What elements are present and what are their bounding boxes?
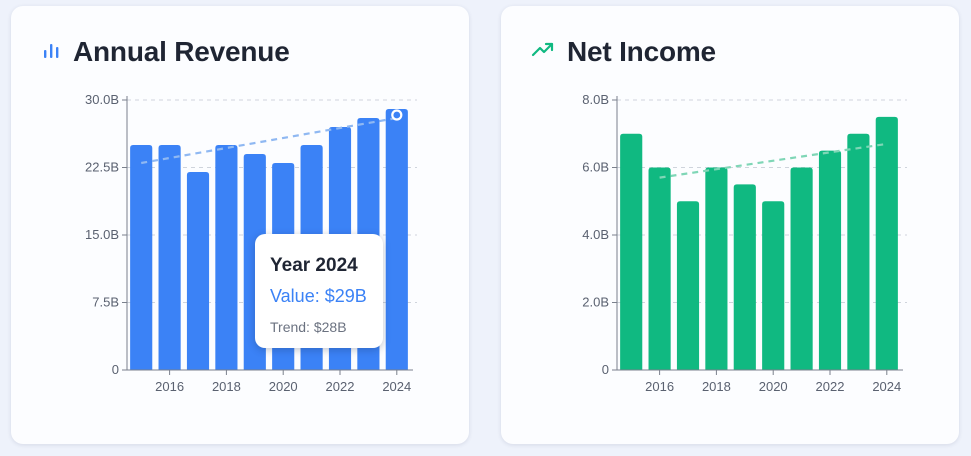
bar-chart-icon	[41, 40, 61, 65]
x-tick-label: 2016	[645, 379, 674, 394]
bar-2019	[733, 184, 756, 370]
bar-2015	[620, 133, 643, 370]
highlight-marker	[391, 109, 403, 121]
x-tick-label: 2020	[759, 379, 788, 394]
revenue-card: Annual Revenue 0 7.5B 15.0B 22.5B 30.0B 2016 2…	[11, 6, 469, 444]
x-tick-label: 2018	[702, 379, 731, 394]
x-tick-label: 2020	[269, 379, 298, 394]
y-tick-label: 0	[602, 362, 609, 377]
bar-2021	[790, 167, 813, 370]
y-tick-label: 8.0B	[582, 92, 609, 107]
bar-2023	[847, 133, 870, 370]
income-chart[interactable]: 0 2.0B 4.0B 6.0B 8.0B 2016 2018 2020 2022 2024	[501, 6, 959, 444]
y-tick-label: 22.5B	[85, 160, 119, 175]
bar-2024	[385, 109, 408, 370]
y-tick-label: 6.0B	[582, 160, 609, 175]
y-tick-label: 2.0B	[582, 295, 609, 310]
bar-2016	[158, 145, 181, 370]
x-tick-label: 2024	[872, 379, 901, 394]
income-card: Net Income 0 2.0B 4.0B 6.0B 8.0B 2016 2018 2020…	[501, 6, 959, 444]
revenue-tooltip: Year 2024 Value: $29B Trend: $28B	[255, 234, 383, 348]
tooltip-value: Value: $29B	[270, 286, 367, 306]
trend-line	[659, 142, 887, 179]
bar-2017	[676, 201, 700, 370]
bar-2018	[215, 145, 238, 370]
bar-2020	[762, 201, 785, 370]
y-tick-label: 4.0B	[582, 227, 609, 242]
tooltip-title: Year 2024	[270, 255, 358, 276]
bar-2024	[875, 116, 898, 370]
x-tick-label: 2022	[326, 379, 355, 394]
income-header: Net Income	[531, 32, 716, 72]
y-tick-label: 30.0B	[85, 92, 119, 107]
bar-2015	[130, 145, 153, 370]
revenue-header: Annual Revenue	[41, 32, 290, 72]
x-tick-label: 2016	[155, 379, 184, 394]
x-tick-label: 2024	[382, 379, 411, 394]
tooltip-trend: Trend: $28B	[270, 319, 347, 335]
x-tick-label: 2022	[816, 379, 845, 394]
y-tick-label: 15.0B	[85, 227, 119, 242]
y-tick-label: 7.5B	[92, 295, 119, 310]
y-tick-label: 0	[112, 362, 119, 377]
trending-up-icon	[531, 40, 555, 65]
revenue-title: Annual Revenue	[73, 36, 290, 67]
income-title: Net Income	[567, 36, 716, 67]
x-tick-label: 2018	[212, 379, 241, 394]
bar-2018	[705, 167, 728, 370]
bar-2017	[186, 172, 210, 370]
revenue-chart[interactable]: 0 7.5B 15.0B 22.5B 30.0B 2016 2018 2020 2022 2024	[11, 6, 469, 444]
bar-2016	[648, 167, 671, 370]
bar-2022	[818, 150, 842, 370]
